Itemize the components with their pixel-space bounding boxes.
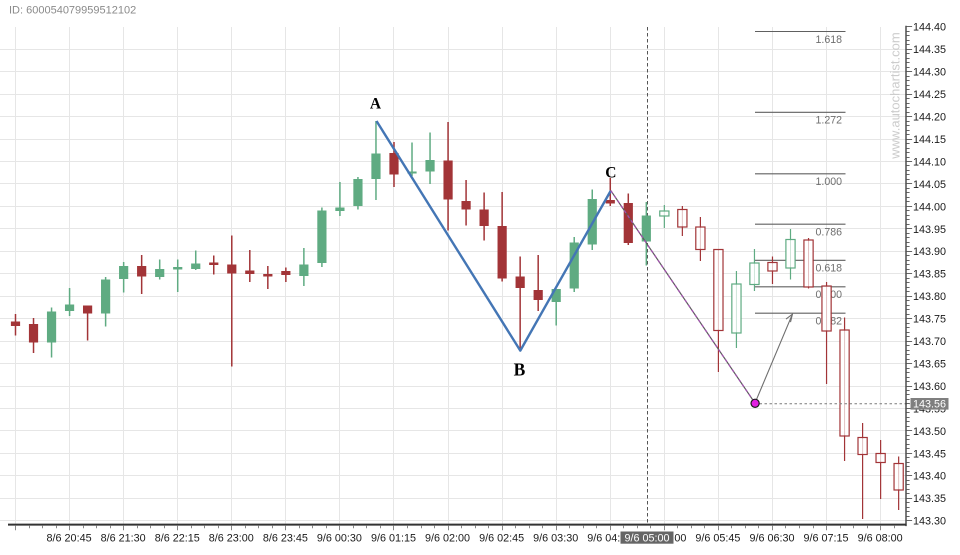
svg-text:9/6 00:30: 9/6 00:30 xyxy=(317,533,362,545)
svg-text:144.10: 144.10 xyxy=(913,156,946,168)
svg-text:1.618: 1.618 xyxy=(815,34,842,46)
svg-text:8/6 20:45: 8/6 20:45 xyxy=(47,533,92,545)
svg-text:143.65: 143.65 xyxy=(913,358,946,370)
svg-text:1.000: 1.000 xyxy=(815,176,842,188)
svg-text:144.35: 144.35 xyxy=(913,44,946,56)
svg-text:0.618: 0.618 xyxy=(815,263,842,275)
svg-text:143.60: 143.60 xyxy=(913,381,946,393)
svg-text:9/6 03:30: 9/6 03:30 xyxy=(533,533,578,545)
svg-text:0.786: 0.786 xyxy=(815,227,842,239)
svg-text:143.35: 143.35 xyxy=(913,493,946,505)
svg-text:144.00: 144.00 xyxy=(913,201,946,213)
svg-text:A: A xyxy=(370,96,382,113)
svg-text:143.45: 143.45 xyxy=(913,448,946,460)
svg-text:9/6 08:00: 9/6 08:00 xyxy=(858,533,903,545)
svg-text:8/6 21:30: 8/6 21:30 xyxy=(101,533,146,545)
svg-text:143.90: 143.90 xyxy=(913,246,946,258)
svg-text:8/6 23:00: 8/6 23:00 xyxy=(209,533,254,545)
svg-text:8/6 23:45: 8/6 23:45 xyxy=(263,533,308,545)
svg-text:9/6 02:00: 9/6 02:00 xyxy=(425,533,470,545)
svg-text:143.30: 143.30 xyxy=(913,516,946,528)
svg-text:9/6 07:15: 9/6 07:15 xyxy=(804,533,849,545)
svg-text:144.40: 144.40 xyxy=(913,22,946,34)
svg-text:143.75: 143.75 xyxy=(913,314,946,326)
svg-text:144.20: 144.20 xyxy=(913,112,946,124)
svg-text:9/6 02:45: 9/6 02:45 xyxy=(479,533,524,545)
svg-text:www.autochartist.com: www.autochartist.com xyxy=(888,32,903,159)
svg-text:143.40: 143.40 xyxy=(913,471,946,483)
svg-text:143.50: 143.50 xyxy=(913,426,946,438)
svg-text:9/6 05:00: 9/6 05:00 xyxy=(624,533,669,545)
svg-text:143.70: 143.70 xyxy=(913,336,946,348)
svg-text:144.25: 144.25 xyxy=(913,89,946,101)
svg-text:8/6 22:15: 8/6 22:15 xyxy=(155,533,200,545)
svg-text:1.272: 1.272 xyxy=(815,115,842,127)
svg-text:C: C xyxy=(605,165,616,182)
svg-text:143.85: 143.85 xyxy=(913,269,946,281)
svg-text:9/6 05:45: 9/6 05:45 xyxy=(695,533,740,545)
svg-text:9/6 01:15: 9/6 01:15 xyxy=(371,533,416,545)
svg-text:144.30: 144.30 xyxy=(913,67,946,79)
svg-text:144.15: 144.15 xyxy=(913,134,946,146)
svg-text:143.56: 143.56 xyxy=(913,398,946,410)
svg-text:B: B xyxy=(514,360,526,380)
svg-text:9/6 06:30: 9/6 06:30 xyxy=(749,533,794,545)
svg-text:143.95: 143.95 xyxy=(913,224,946,236)
svg-text:ID: 600054079959512102: ID: 600054079959512102 xyxy=(9,5,136,17)
svg-text:144.05: 144.05 xyxy=(913,179,946,191)
svg-text:143.80: 143.80 xyxy=(913,291,946,303)
